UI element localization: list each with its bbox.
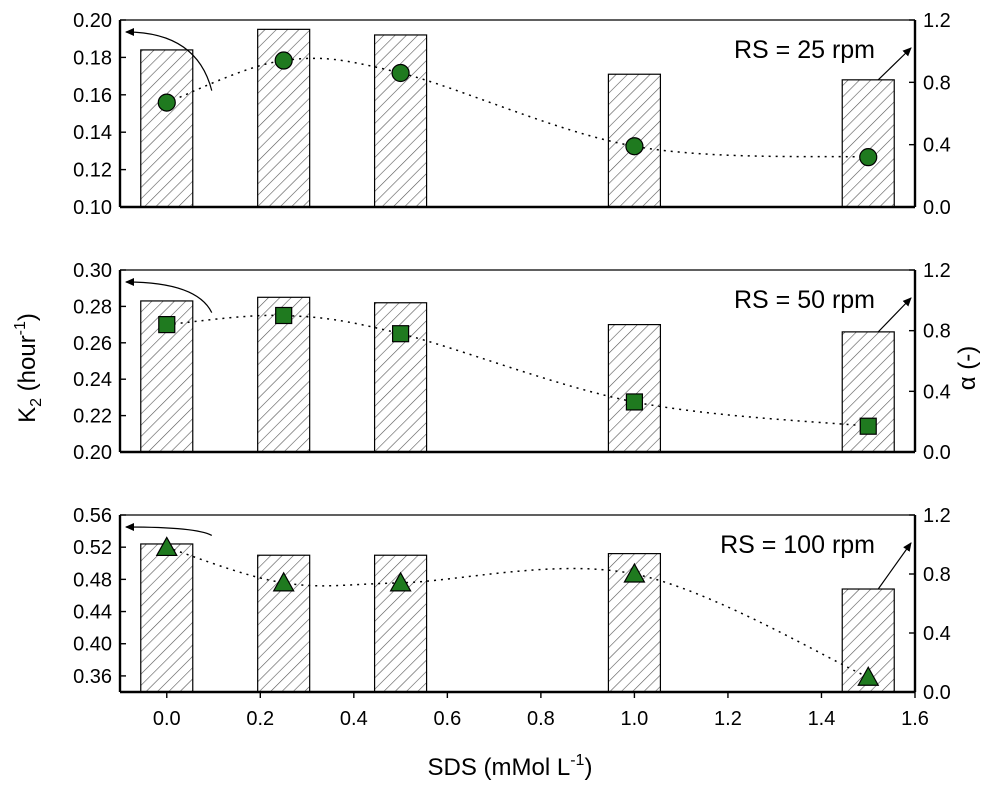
- left-axis-title-sub: 2: [28, 398, 45, 407]
- right-axis-arrow: [877, 297, 912, 333]
- data-point: [155, 536, 178, 557]
- x-tick-label: 0.6: [433, 708, 461, 730]
- data-point: [625, 393, 644, 411]
- left-tick-label: 0.44: [73, 602, 112, 624]
- right-tick-label: 0.4: [923, 135, 951, 157]
- right-axis-title: α (-): [954, 346, 981, 391]
- panel-1: 0.10 0.12 0.14 0.16 0.18 0.20 0.0 0.4 0.8 1.2 RS =…: [73, 10, 951, 219]
- left-tick-label: 0.18: [73, 47, 112, 69]
- data-point: [157, 93, 176, 112]
- x-axis-title-text: SDS (mMol L: [428, 754, 571, 781]
- panel-label: RS = 50 rpm: [734, 286, 875, 314]
- right-tick-label: 0.0: [923, 197, 951, 219]
- left-tick-label: 0.12: [73, 160, 112, 182]
- x-tick-label: 0.8: [527, 708, 555, 730]
- data-point: [274, 51, 293, 70]
- left-tick-label: 0.40: [73, 634, 112, 656]
- left-tick-label: 0.30: [73, 260, 112, 282]
- x-axis-title: SDS (mMol L-1): [428, 752, 593, 781]
- right-axis-arrow: [877, 542, 912, 590]
- data-point: [625, 137, 644, 156]
- right-tick-label: 0.0: [923, 442, 951, 464]
- data-point: [275, 306, 293, 325]
- bar: [841, 79, 895, 208]
- left-axis-title-main: K: [14, 407, 41, 423]
- left-axis-title-sup: -1: [12, 321, 29, 335]
- x-tick-label: 1.6: [901, 708, 929, 730]
- left-tick-label: 0.48: [73, 569, 112, 591]
- x-axis-title-close: ): [584, 754, 592, 781]
- right-tick-label: 0.4: [923, 381, 951, 403]
- data-point: [389, 571, 412, 592]
- bar: [140, 543, 194, 693]
- data-point: [623, 562, 646, 583]
- chart-panels: 0.10 0.12 0.14 0.16 0.18 0.20 0.0 0.4 0.8 1.2 RS =…: [73, 10, 951, 730]
- bar: [373, 34, 428, 208]
- data-point: [859, 148, 878, 167]
- left-axis-title-close: ): [14, 313, 41, 321]
- left-tick-label: 0.28: [73, 296, 112, 318]
- left-tick-label: 0.14: [73, 122, 112, 144]
- bar: [607, 324, 662, 453]
- series-line: [166, 314, 869, 427]
- right-tick-label: 1.2: [923, 505, 951, 527]
- right-tick-label: 0.8: [923, 72, 951, 94]
- left-tick-label: 0.56: [73, 505, 112, 527]
- x-tick-label: 0.0: [153, 708, 181, 730]
- svg-text:K2 (hour-1): K2 (hour-1): [12, 313, 45, 423]
- right-tick-label: 0.8: [923, 321, 951, 343]
- x-tick-label: 1.2: [714, 708, 742, 730]
- left-tick-label: 0.26: [73, 333, 112, 355]
- left-tick-label: 0.22: [73, 406, 112, 428]
- panel-label: RS = 100 rpm: [720, 531, 875, 559]
- right-tick-label: 1.2: [923, 260, 951, 282]
- right-tick-label: 1.2: [923, 10, 951, 32]
- panel-3: 0.36 0.40 0.44 0.48 0.52 0.56 0.0 0.4 0.8 1.2 0.0 0…: [73, 505, 951, 730]
- left-tick-label: 0.20: [73, 10, 112, 32]
- data-point: [391, 325, 410, 343]
- data-point: [158, 316, 176, 334]
- panel-label: RS = 25 rpm: [734, 36, 875, 64]
- left-tick-label: 0.36: [73, 666, 112, 688]
- x-tick-label: 0.2: [246, 708, 274, 730]
- bar: [373, 302, 428, 453]
- bar: [140, 49, 194, 208]
- right-tick-label: 0.0: [923, 682, 951, 704]
- data-point: [859, 417, 877, 435]
- series-line: [166, 57, 869, 158]
- right-tick-label: 0.4: [923, 623, 951, 645]
- left-tick-label: 0.16: [73, 85, 112, 107]
- x-tick-label: 1.4: [808, 708, 836, 730]
- x-tick-label: 1.0: [621, 708, 649, 730]
- left-tick-label: 0.24: [73, 369, 112, 391]
- x-tick-label: 0.4: [340, 708, 368, 730]
- left-axis-arrow: [125, 28, 213, 91]
- right-tick-label: 0.8: [923, 564, 951, 586]
- x-axis-title-sup: -1: [570, 752, 584, 769]
- right-axis-title-text: α (-): [954, 346, 981, 391]
- panel-2: 0.20 0.22 0.24 0.26 0.28 0.30 0.0 0.4 0.8 1.2 RS =…: [73, 260, 951, 464]
- left-tick-label: 0.20: [73, 442, 112, 464]
- bar: [607, 553, 662, 693]
- data-point: [391, 63, 410, 83]
- data-point: [272, 571, 295, 592]
- left-axis-arrow: [125, 523, 213, 536]
- right-axis-arrow: [877, 47, 912, 81]
- data-point: [857, 666, 880, 686]
- series-line: [166, 546, 869, 678]
- left-tick-label: 0.10: [73, 197, 112, 219]
- left-tick-label: 0.52: [73, 537, 112, 559]
- left-axis-arrow: [125, 278, 213, 313]
- left-axis-title: K2 (hour-1): [12, 313, 45, 423]
- left-axis-title-text: (hour: [14, 335, 41, 398]
